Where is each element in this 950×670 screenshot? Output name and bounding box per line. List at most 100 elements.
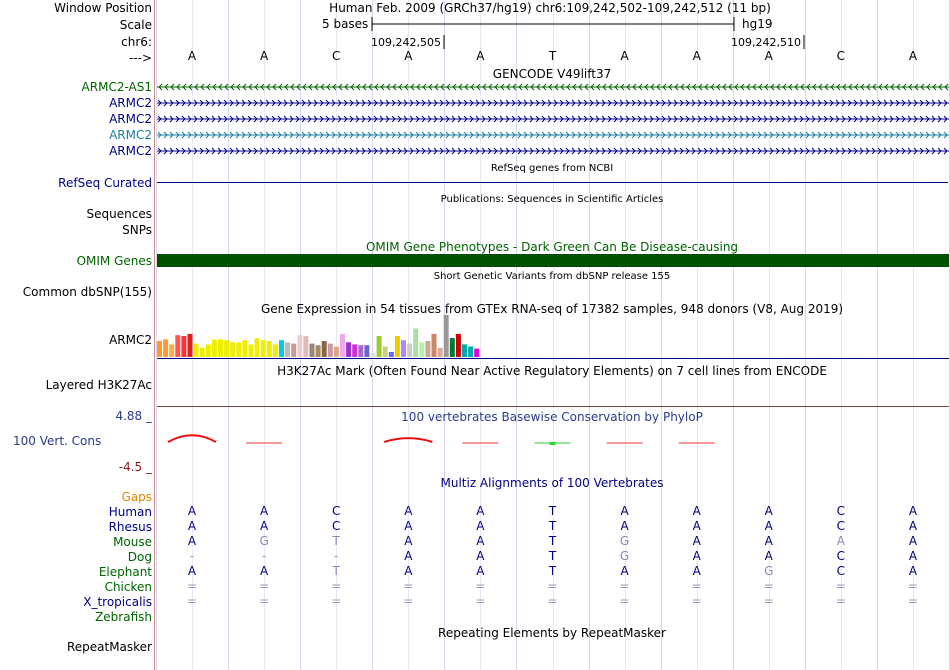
dbsnp-label[interactable]: Common dbSNP(155) xyxy=(22,285,152,299)
h3k27ac-label[interactable]: Layered H3K27Ac xyxy=(45,378,152,392)
multiz-base[interactable]: G xyxy=(619,534,630,548)
multiz-base[interactable]: A xyxy=(187,519,197,533)
multiz-base[interactable]: = xyxy=(187,579,198,593)
multiz-base[interactable]: = xyxy=(835,594,846,608)
phylop-graph[interactable] xyxy=(0,0,950,480)
base-letter[interactable]: A xyxy=(260,49,269,63)
position-text[interactable]: Human Feb. 2009 (GRCh37/hg19) chr6:109,2… xyxy=(329,1,771,15)
gencode-track-label[interactable]: ARMC2-AS1 xyxy=(81,80,152,94)
omim-feature[interactable] xyxy=(157,254,949,267)
multiz-base[interactable]: A xyxy=(187,534,197,548)
base-letter[interactable]: A xyxy=(404,49,413,63)
multiz-base[interactable]: C xyxy=(836,549,846,563)
multiz-base[interactable]: A xyxy=(620,564,629,578)
multiz-base[interactable]: A xyxy=(476,534,485,548)
multiz-base[interactable]: = xyxy=(475,579,486,593)
base-letter[interactable]: A xyxy=(476,49,485,63)
multiz-base[interactable]: A xyxy=(692,549,701,563)
base-letter[interactable]: A xyxy=(187,49,197,63)
gencode-title[interactable]: GENCODE V49lift37 xyxy=(492,67,612,81)
multiz-title[interactable]: Multiz Alignments of 100 Vertebrates xyxy=(440,476,664,490)
base-letter[interactable]: A xyxy=(692,49,701,63)
multiz-base[interactable]: A xyxy=(764,504,773,518)
h3k27ac-title[interactable]: H3K27Ac Mark (Often Found Near Active Re… xyxy=(277,364,827,378)
base-letter[interactable]: A xyxy=(908,49,918,63)
multiz-base[interactable]: C xyxy=(836,564,846,578)
chrom-label[interactable]: chr6: xyxy=(121,35,152,49)
strand-label[interactable]: ---> xyxy=(128,51,152,65)
multiz-base[interactable]: G xyxy=(764,564,774,578)
multiz-base[interactable]: G xyxy=(259,534,269,548)
base-letter[interactable]: C xyxy=(836,49,846,63)
gencode-tracks[interactable] xyxy=(0,0,950,170)
publications-label[interactable]: Sequences xyxy=(86,207,152,221)
multiz-base[interactable]: A xyxy=(187,504,197,518)
multiz-base[interactable]: A xyxy=(908,534,918,548)
multiz-species-label[interactable]: Human xyxy=(108,505,152,519)
multiz-base[interactable]: = xyxy=(907,579,918,593)
refseq-label[interactable]: RefSeq Curated xyxy=(58,176,152,190)
multiz-base[interactable]: C xyxy=(332,504,341,518)
base-letter[interactable]: T xyxy=(548,49,557,63)
multiz-base[interactable]: A xyxy=(476,504,485,518)
multiz-base[interactable]: T xyxy=(548,534,557,548)
refseq-title[interactable]: RefSeq genes from NCBI xyxy=(490,163,614,174)
multiz-base[interactable]: = xyxy=(619,594,630,608)
repeatmasker-title[interactable]: Repeating Elements by RepeatMasker xyxy=(438,626,666,640)
multiz-base[interactable]: = xyxy=(547,579,558,593)
scale-label[interactable]: Scale xyxy=(119,18,152,32)
multiz-species-label[interactable]: Chicken xyxy=(104,580,152,594)
multiz-species-label[interactable]: Gaps xyxy=(121,490,152,504)
gtex-label[interactable]: ARMC2 xyxy=(109,333,152,347)
base-letter[interactable]: A xyxy=(764,49,773,63)
gencode-track-label[interactable]: ARMC2 xyxy=(109,112,152,126)
multiz-base[interactable]: A xyxy=(908,564,918,578)
multiz-base[interactable]: C xyxy=(332,519,341,533)
multiz-species-label[interactable]: Mouse xyxy=(113,535,152,549)
multiz-base[interactable]: A xyxy=(764,519,773,533)
gencode-track-label[interactable]: ARMC2 xyxy=(109,128,152,142)
multiz-base[interactable]: A xyxy=(836,534,845,548)
multiz-base[interactable]: = xyxy=(691,594,702,608)
multiz-base[interactable]: - xyxy=(261,549,267,563)
multiz-base[interactable]: = xyxy=(619,579,630,593)
multiz-species-label[interactable]: Rhesus xyxy=(108,520,152,534)
publications-title[interactable]: Publications: Sequences in Scientific Ar… xyxy=(440,194,664,205)
multiz-base[interactable]: = xyxy=(475,594,486,608)
multiz-base[interactable]: A xyxy=(692,564,701,578)
multiz-species-label[interactable]: Elephant xyxy=(98,565,152,579)
multiz-base[interactable]: - xyxy=(334,549,339,563)
multiz-species-label[interactable]: X_tropicalis xyxy=(83,595,152,609)
multiz-species-label[interactable]: Dog xyxy=(127,550,152,564)
multiz-base[interactable]: A xyxy=(404,564,413,578)
multiz-base[interactable]: = xyxy=(907,594,918,608)
multiz-base[interactable]: A xyxy=(620,519,629,533)
phylop-title[interactable]: 100 vertebrates Basewise Conservation by… xyxy=(401,410,703,424)
multiz-base[interactable]: A xyxy=(764,549,773,563)
multiz-base[interactable]: A xyxy=(908,519,918,533)
multiz-base[interactable]: T xyxy=(548,519,557,533)
multiz-base[interactable]: = xyxy=(259,594,270,608)
multiz-base[interactable]: A xyxy=(404,504,413,518)
multiz-base[interactable]: A xyxy=(692,519,701,533)
multiz-base[interactable]: A xyxy=(908,504,918,518)
multiz-base[interactable]: T xyxy=(548,564,557,578)
multiz-base[interactable]: A xyxy=(476,519,485,533)
ruler[interactable] xyxy=(0,0,950,70)
omim-title[interactable]: OMIM Gene Phenotypes - Dark Green Can Be… xyxy=(365,240,739,254)
base-letter[interactable]: C xyxy=(332,49,341,63)
refseq-line[interactable] xyxy=(157,182,948,183)
multiz-base[interactable]: T xyxy=(548,549,557,563)
multiz-base[interactable]: = xyxy=(403,579,414,593)
base-letter[interactable]: A xyxy=(620,49,629,63)
multiz-base[interactable]: A xyxy=(908,549,918,563)
multiz-species-label[interactable]: Zebrafish xyxy=(95,610,152,624)
multiz-base[interactable]: G xyxy=(619,549,630,563)
multiz-base[interactable]: A xyxy=(476,549,485,563)
multiz-base[interactable]: A xyxy=(404,549,413,563)
gencode-track-label[interactable]: ARMC2 xyxy=(109,144,152,158)
multiz-base[interactable]: = xyxy=(547,594,558,608)
snps-label[interactable]: SNPs xyxy=(122,223,152,237)
multiz-base[interactable]: C xyxy=(836,519,846,533)
multiz-base[interactable]: = xyxy=(187,594,198,608)
